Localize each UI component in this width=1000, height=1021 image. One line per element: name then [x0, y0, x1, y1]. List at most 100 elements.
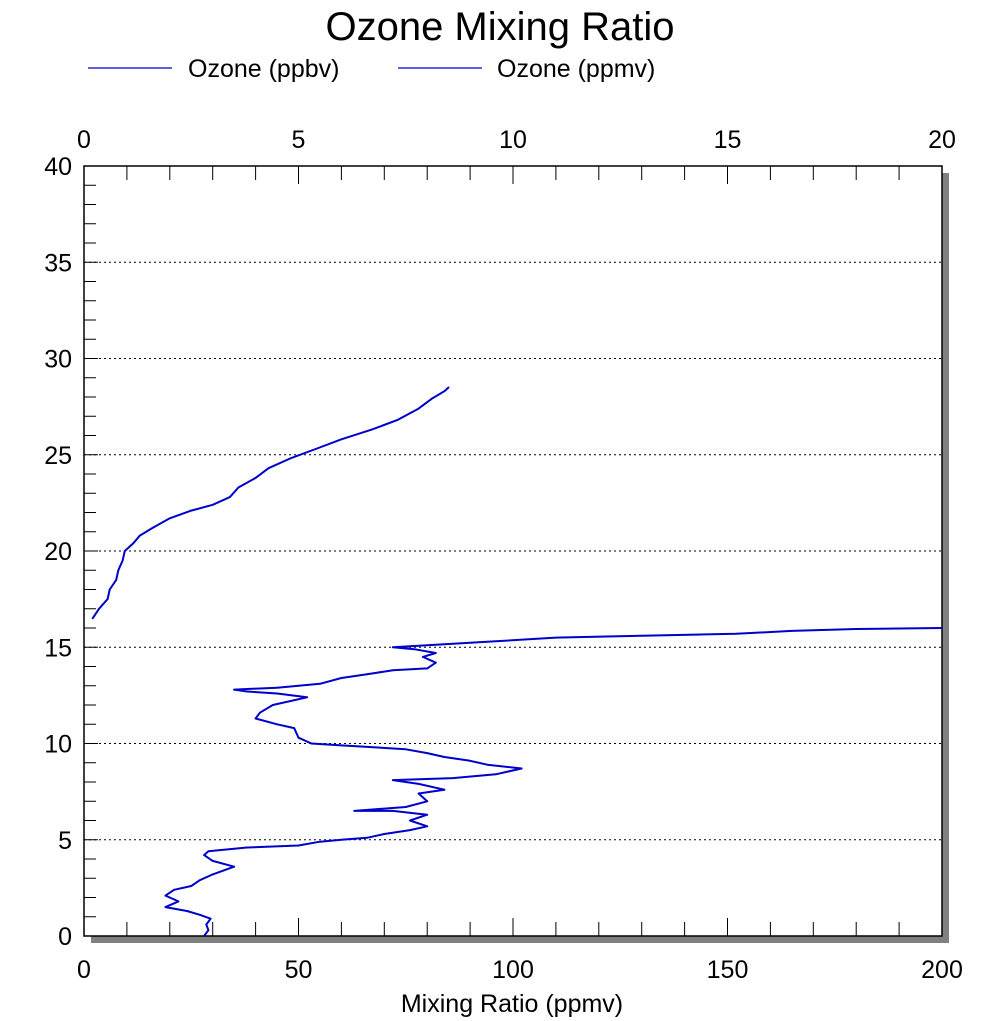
data-point-ozone-ppbv — [209, 917, 212, 920]
gridlines — [84, 261, 942, 841]
data-point-ozone-ppmv — [115, 578, 118, 581]
data-point-ozone-ppbv — [520, 767, 523, 770]
x-bottom-tick-label: 50 — [285, 956, 313, 984]
y-tick-label: 20 — [44, 538, 72, 566]
data-point-ozone-ppbv — [409, 819, 411, 822]
data-point-ozone-ppmv — [211, 503, 214, 506]
data-point-ozone-ppmv — [430, 398, 433, 400]
data-point-ozone-ppbv — [297, 844, 300, 847]
data-point-ozone-ppmv — [132, 542, 135, 545]
data-point-ozone-ppbv — [426, 752, 429, 755]
data-point-ozone-ppmv — [98, 607, 100, 610]
data-point-ozone-ppmv — [254, 476, 257, 479]
data-point-ozone-ppbv — [426, 667, 429, 670]
data-point-ozone-ppmv — [443, 390, 446, 393]
y-tick-label: 40 — [44, 153, 72, 181]
data-point-ozone-ppmv — [108, 588, 111, 591]
data-point-ozone-ppbv — [434, 661, 437, 664]
data-point-ozone-ppbv — [640, 634, 643, 637]
data-point-ozone-ppbv — [452, 777, 454, 780]
x-bottom-tick-label: 0 — [77, 956, 91, 984]
legend-label-ppbv: Ozone (ppbv) — [188, 55, 339, 83]
data-point-ozone-ppmv — [289, 457, 291, 460]
y-tick-label: 5 — [58, 827, 72, 855]
data-point-ozone-ppbv — [254, 717, 257, 720]
data-point-ozone-ppbv — [271, 704, 274, 706]
chart-title: Ozone Mixing Ratio — [325, 5, 674, 49]
data-point-ozone-ppbv — [246, 846, 248, 849]
data-point-ozone-ppbv — [409, 829, 411, 832]
data-point-ozone-ppbv — [297, 736, 300, 739]
data-point-ozone-ppbv — [198, 913, 201, 916]
data-point-ozone-ppmv — [168, 517, 171, 520]
data-point-ozone-ppbv — [340, 677, 343, 679]
data-point-ozone-ppbv — [391, 669, 394, 672]
data-point-ozone-ppmv — [267, 467, 270, 470]
y-tick-label: 0 — [58, 923, 72, 951]
data-point-ozone-ppbv — [422, 655, 424, 658]
x-bottom-tick-label: 200 — [921, 956, 963, 984]
data-point-ozone-ppbv — [340, 744, 343, 747]
data-point-ozone-ppbv — [494, 773, 497, 776]
x-top-tick-label: 15 — [714, 126, 742, 154]
data-point-ozone-ppbv — [319, 840, 321, 843]
data-point-ozone-ppbv — [211, 860, 214, 862]
data-point-ozone-ppbv — [190, 885, 193, 887]
data-point-ozone-ppmv — [447, 386, 450, 389]
data-point-ozone-ppbv — [186, 910, 188, 912]
data-point-ozone-ppbv — [469, 759, 471, 762]
data-point-ozone-ppbv — [177, 900, 180, 903]
data-point-ozone-ppbv — [426, 813, 429, 816]
data-point-ozone-ppbv — [790, 629, 793, 632]
data-point-ozone-ppbv — [391, 809, 394, 812]
data-point-ozone-ppbv — [207, 929, 210, 932]
data-point-ozone-ppbv — [203, 854, 206, 857]
legend-label-ppmv: Ozone (ppmv) — [497, 55, 655, 83]
data-point-ozone-ppbv — [404, 806, 407, 808]
data-point-ozone-ppmv — [190, 509, 193, 512]
data-point-ozone-ppmv — [237, 486, 240, 489]
data-point-ozone-ppbv — [855, 628, 858, 630]
data-point-ozone-ppbv — [426, 825, 429, 828]
data-point-ozone-ppbv — [258, 711, 261, 714]
data-point-ozone-ppbv — [404, 748, 407, 751]
data-point-ozone-ppbv — [417, 792, 420, 795]
data-point-ozone-ppbv — [391, 646, 394, 649]
y-tick-label: 35 — [44, 249, 72, 277]
y-tick-label: 25 — [44, 442, 72, 470]
x-top-tick-label: 10 — [499, 126, 527, 154]
data-point-ozone-ppbv — [207, 850, 210, 853]
data-point-ozone-ppbv — [233, 865, 236, 868]
data-point-ozone-ppbv — [319, 682, 321, 685]
data-point-ozone-ppbv — [164, 906, 167, 909]
legend: Ozone (ppbv) Ozone (ppmv) — [88, 55, 655, 83]
axis-ticks — [83, 165, 943, 937]
data-point-ozone-ppbv — [173, 888, 175, 891]
frame-shadow-bottom — [91, 936, 949, 943]
data-point-ozone-ppbv — [205, 923, 208, 926]
data-point-ozone-ppbv — [246, 690, 248, 693]
data-point-ozone-ppbv — [374, 746, 377, 749]
series — [91, 386, 943, 937]
data-point-ozone-ppbv — [353, 809, 356, 812]
data-point-ozone-ppbv — [434, 652, 437, 654]
data-point-ozone-ppmv — [138, 534, 141, 537]
data-point-ozone-ppbv — [426, 800, 429, 803]
x-bottom-tick-label: 100 — [492, 956, 534, 984]
data-point-ozone-ppmv — [228, 496, 231, 498]
data-point-ozone-ppbv — [276, 686, 278, 689]
data-point-ozone-ppmv — [117, 569, 120, 572]
data-point-ozone-ppmv — [396, 419, 399, 421]
data-point-ozone-ppbv — [233, 688, 236, 691]
data-point-ozone-ppbv — [211, 873, 214, 876]
data-point-ozone-ppbv — [203, 935, 206, 937]
data-point-ozone-ppmv — [106, 598, 109, 601]
y-tick-label: 30 — [44, 346, 72, 374]
data-point-ozone-ppbv — [417, 783, 420, 785]
data-point-ozone-ppbv — [366, 673, 369, 676]
data-point-ozone-ppmv — [123, 550, 126, 552]
data-point-ozone-ppbv — [735, 632, 737, 635]
data-point-ozone-ppbv — [391, 779, 394, 781]
plot-area — [83, 165, 943, 937]
